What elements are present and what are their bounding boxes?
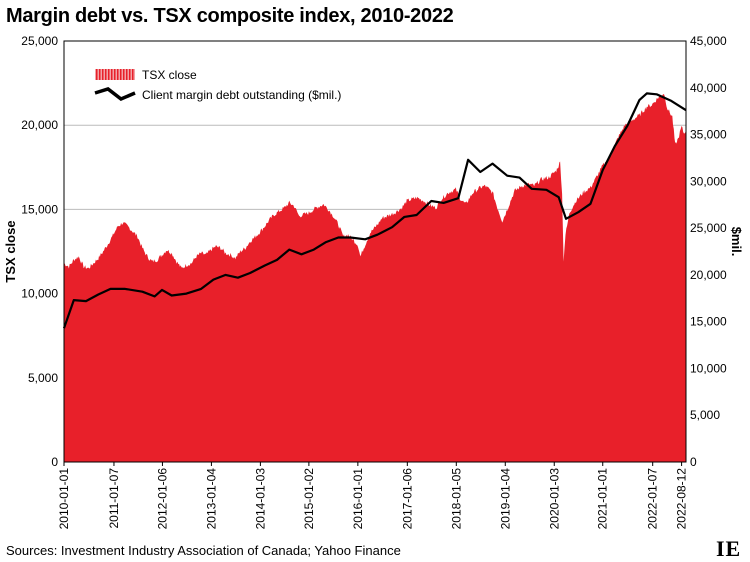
margin-debt-line-layer — [62, 92, 687, 329]
x-tick-label: 2019-01-04 — [498, 468, 512, 530]
left-axis-ticks: 0 5,000 10,000 15,000 20,000 25,000 — [21, 34, 58, 469]
left-tick-label: 10,000 — [21, 287, 58, 301]
right-axis-label: $mil. — [729, 227, 744, 257]
x-tick-label: 2014-01-03 — [253, 468, 267, 530]
right-tick-label: 35,000 — [690, 128, 727, 142]
plot-frame — [63, 40, 687, 463]
right-axis-ticks: 0 5,000 10,000 15,000 20,000 25,000 30,000 35,0… — [690, 34, 727, 469]
left-tick-label: 0 — [51, 455, 58, 469]
tsx-area-layer — [64, 94, 686, 463]
left-tick-label: 20,000 — [21, 118, 58, 132]
publisher-logo: IE — [716, 536, 742, 561]
chart-title: Margin debt vs. TSX composite index, 201… — [6, 5, 454, 27]
x-axis-ticks: 2010-01-01 2011-01-07 2012-01-06 2013-01-04… — [57, 462, 689, 529]
x-tick-label: 2016-01-01 — [351, 468, 365, 530]
left-tick-label: 25,000 — [21, 34, 58, 48]
tsx-close-area — [64, 94, 686, 463]
x-tick-label: 2015-01-02 — [302, 468, 316, 530]
legend-swatch-tsx-close — [95, 69, 135, 80]
x-tick-label: 2012-01-06 — [155, 468, 169, 530]
right-tick-label: 40,000 — [690, 81, 727, 95]
margin-debt-line — [62, 92, 687, 329]
chart: 0 5,000 10,000 15,000 20,000 25,000 0 5,000 10,… — [3, 34, 744, 529]
legend-label-margin-debt: Client margin debt outstanding ($mil.) — [142, 88, 341, 102]
x-tick-label: 2022-01-07 — [646, 468, 660, 530]
left-tick-label: 15,000 — [21, 202, 58, 216]
x-tick-label: 2018-01-05 — [449, 468, 463, 530]
source-note: Sources: Investment Industry Association… — [6, 543, 401, 558]
x-tick-label: 2022-08-12 — [675, 468, 689, 530]
right-tick-label: 5,000 — [690, 408, 720, 422]
x-tick-label: 2010-01-01 — [57, 468, 71, 530]
right-tick-label: 45,000 — [690, 34, 727, 48]
right-tick-label: 15,000 — [690, 315, 727, 329]
left-tick-label: 5,000 — [28, 371, 58, 385]
legend: TSX close Client margin debt outstanding… — [94, 68, 341, 102]
x-tick-label: 2020-01-03 — [547, 468, 561, 530]
legend-swatch-margin-debt — [94, 87, 136, 102]
x-tick-label: 2017-01-06 — [400, 468, 414, 530]
left-axis-label: TSX close — [3, 220, 18, 282]
x-tick-label: 2021-01-01 — [596, 468, 610, 530]
right-tick-label: 10,000 — [690, 361, 727, 375]
right-tick-label: 30,000 — [690, 174, 727, 188]
x-tick-label: 2013-01-04 — [204, 468, 218, 530]
right-tick-label: 20,000 — [690, 268, 727, 282]
right-tick-label: 0 — [690, 455, 697, 469]
right-tick-label: 25,000 — [690, 221, 727, 235]
legend-label-tsx-close: TSX close — [142, 68, 197, 82]
x-tick-label: 2011-01-07 — [107, 468, 121, 529]
